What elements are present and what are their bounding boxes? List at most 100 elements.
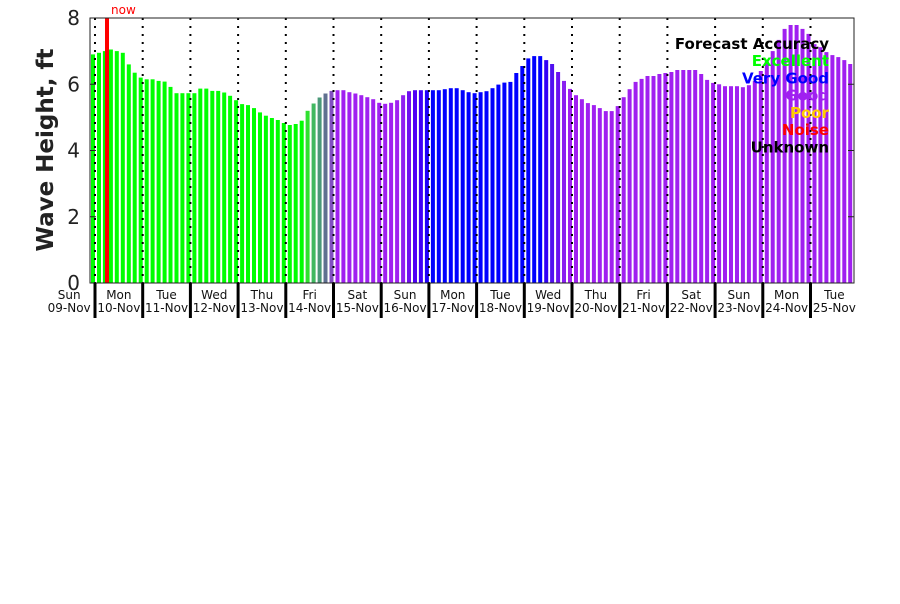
bar <box>186 93 191 283</box>
bar <box>383 103 388 283</box>
bar <box>347 92 352 283</box>
bar <box>395 100 400 283</box>
bar <box>764 60 769 283</box>
bar <box>532 56 537 283</box>
date-label: 23-Nov <box>717 301 760 315</box>
bar <box>114 51 119 283</box>
bar <box>556 72 561 283</box>
bar <box>705 79 710 284</box>
day-of-week-label: Mon <box>774 288 799 302</box>
bar <box>490 88 495 283</box>
bar <box>448 88 453 283</box>
bar <box>204 88 209 283</box>
bar <box>544 60 549 283</box>
bar <box>299 120 304 283</box>
bar <box>794 25 799 283</box>
bar <box>353 93 358 283</box>
bar <box>317 97 322 283</box>
y-tick-label: 6 <box>67 72 80 96</box>
bar <box>788 25 793 283</box>
day-of-week-label: Tue <box>155 288 177 302</box>
date-label: 17-Nov <box>431 301 474 315</box>
bar <box>311 103 316 283</box>
bar <box>281 123 286 283</box>
day-of-week-label: Fri <box>303 288 317 302</box>
bar <box>424 90 429 283</box>
bar <box>562 80 566 284</box>
bar <box>502 82 507 283</box>
bar <box>740 87 745 283</box>
bar <box>377 102 382 283</box>
x-axis: Sun09-NovMon10-NovTue11-NovWed12-NovThu1… <box>48 3 856 318</box>
bar <box>341 90 346 283</box>
day-of-week-label: Thu <box>584 288 608 302</box>
bar <box>651 76 656 283</box>
bar <box>758 71 763 283</box>
bar <box>746 85 751 283</box>
date-label: 15-Nov <box>336 301 379 315</box>
bar <box>365 97 370 283</box>
bar <box>806 33 811 284</box>
y-tick-label: 4 <box>67 139 80 163</box>
legend-entry: Good <box>785 87 829 105</box>
day-of-week-label: Sun <box>58 288 81 302</box>
bar <box>657 74 662 283</box>
bar <box>478 92 483 283</box>
date-label: 24-Nov <box>765 301 808 315</box>
bar <box>496 84 501 283</box>
bar <box>156 80 161 284</box>
bar <box>246 105 250 283</box>
bar <box>222 92 227 283</box>
bar <box>603 111 608 283</box>
date-label: 09-Nov <box>48 301 91 315</box>
bar <box>568 88 572 284</box>
bar <box>263 115 268 283</box>
bar <box>430 90 435 283</box>
bar <box>633 81 638 284</box>
bar <box>699 74 704 283</box>
day-of-week-label: Sun <box>728 288 751 302</box>
bar <box>782 28 787 284</box>
bar <box>180 93 185 283</box>
bar <box>472 93 477 283</box>
bar <box>401 95 406 283</box>
bar <box>681 70 686 283</box>
y-tick-label: 0 <box>67 271 80 295</box>
y-axis: 0 2 4 6 8 <box>67 6 854 295</box>
day-of-week-label: Tue <box>823 288 845 302</box>
bar <box>723 86 727 283</box>
bar <box>216 90 221 284</box>
bar <box>329 90 334 284</box>
bar <box>371 99 376 283</box>
date-label: 13-Nov <box>240 301 283 315</box>
bar <box>442 89 447 283</box>
bar <box>824 52 829 283</box>
day-of-week-label: Wed <box>535 288 561 302</box>
bar <box>675 70 680 283</box>
bar <box>663 73 668 283</box>
bar <box>210 90 215 284</box>
bar <box>669 72 674 283</box>
bar <box>168 86 173 284</box>
y-tick-label: 8 <box>67 6 80 30</box>
bar <box>258 112 262 284</box>
legend-title: Forecast Accuracy <box>675 35 829 53</box>
day-of-week-label: Sun <box>394 288 417 302</box>
bar <box>538 56 543 283</box>
bar <box>585 103 590 283</box>
bar <box>812 44 817 284</box>
bar <box>526 58 531 284</box>
bar <box>609 111 614 283</box>
bar <box>287 125 292 283</box>
bar <box>192 93 197 283</box>
date-label: 19-Nov <box>527 301 570 315</box>
legend-entry: Very Good <box>742 69 829 87</box>
bar <box>735 86 739 283</box>
date-label: 11-Nov <box>145 301 188 315</box>
day-of-week-label: Sat <box>681 288 701 302</box>
legend-entry: Noise <box>782 121 829 139</box>
date-label: 18-Nov <box>479 301 522 315</box>
bar <box>550 64 555 283</box>
